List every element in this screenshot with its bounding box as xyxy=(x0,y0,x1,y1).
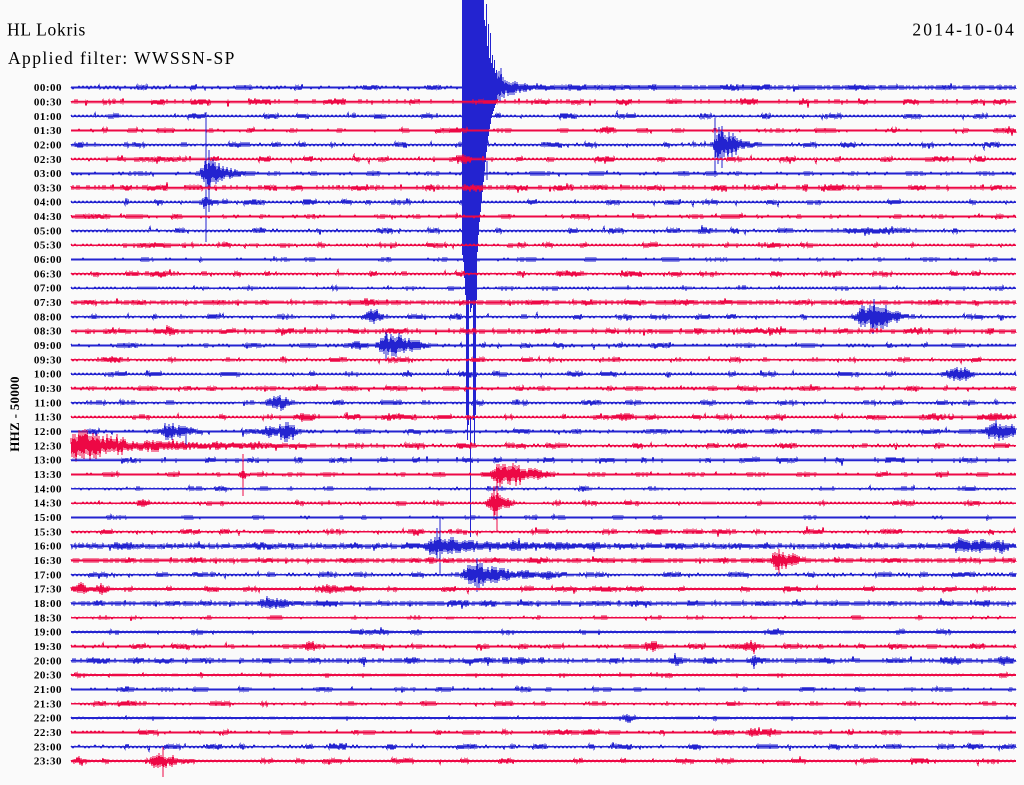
svg-text:17:00: 17:00 xyxy=(34,569,62,581)
svg-text:10:30: 10:30 xyxy=(34,383,62,395)
svg-text:20:30: 20:30 xyxy=(34,670,62,682)
svg-text:Applied filter: WWSSN-SP: Applied filter: WWSSN-SP xyxy=(8,48,236,68)
svg-text:12:00: 12:00 xyxy=(34,426,62,438)
svg-text:16:00: 16:00 xyxy=(34,541,62,553)
svg-text:19:00: 19:00 xyxy=(34,627,62,639)
svg-text:15:00: 15:00 xyxy=(34,512,62,524)
svg-text:11:30: 11:30 xyxy=(34,412,62,424)
svg-text:21:30: 21:30 xyxy=(34,698,62,710)
svg-text:04:00: 04:00 xyxy=(34,197,62,209)
svg-text:02:00: 02:00 xyxy=(34,139,62,151)
svg-text:2014-10-04: 2014-10-04 xyxy=(912,20,1016,40)
svg-text:00:00: 00:00 xyxy=(34,82,62,94)
svg-text:13:30: 13:30 xyxy=(34,469,62,481)
svg-text:00:30: 00:30 xyxy=(34,96,62,108)
svg-text:HHZ - 50000: HHZ - 50000 xyxy=(7,376,22,452)
svg-text:23:30: 23:30 xyxy=(34,756,62,768)
svg-text:04:30: 04:30 xyxy=(34,211,62,223)
svg-text:21:00: 21:00 xyxy=(34,684,62,696)
svg-text:13:00: 13:00 xyxy=(34,455,62,467)
svg-text:11:00: 11:00 xyxy=(34,397,62,409)
svg-text:09:00: 09:00 xyxy=(34,340,62,352)
svg-text:07:30: 07:30 xyxy=(34,297,62,309)
svg-text:01:30: 01:30 xyxy=(34,125,62,137)
svg-text:23:00: 23:00 xyxy=(34,741,62,753)
svg-text:07:00: 07:00 xyxy=(34,283,62,295)
svg-text:17:30: 17:30 xyxy=(34,584,62,596)
svg-text:22:30: 22:30 xyxy=(34,727,62,739)
svg-text:12:30: 12:30 xyxy=(34,440,62,452)
svg-text:18:30: 18:30 xyxy=(34,612,62,624)
svg-text:14:30: 14:30 xyxy=(34,498,62,510)
svg-text:16:30: 16:30 xyxy=(34,555,62,567)
svg-text:05:00: 05:00 xyxy=(34,225,62,237)
svg-text:06:30: 06:30 xyxy=(34,268,62,280)
svg-text:03:00: 03:00 xyxy=(34,168,62,180)
svg-text:22:00: 22:00 xyxy=(34,713,62,725)
svg-text:09:30: 09:30 xyxy=(34,354,62,366)
svg-text:18:00: 18:00 xyxy=(34,598,62,610)
svg-text:20:00: 20:00 xyxy=(34,655,62,667)
svg-text:01:00: 01:00 xyxy=(34,111,62,123)
svg-text:14:00: 14:00 xyxy=(34,483,62,495)
svg-text:HL Lokris: HL Lokris xyxy=(7,20,86,40)
svg-text:03:30: 03:30 xyxy=(34,182,62,194)
svg-text:19:30: 19:30 xyxy=(34,641,62,653)
svg-text:08:30: 08:30 xyxy=(34,326,62,338)
svg-text:06:00: 06:00 xyxy=(34,254,62,266)
svg-text:08:00: 08:00 xyxy=(34,311,62,323)
svg-text:15:30: 15:30 xyxy=(34,526,62,538)
svg-text:05:30: 05:30 xyxy=(34,240,62,252)
svg-text:02:30: 02:30 xyxy=(34,154,62,166)
svg-text:10:00: 10:00 xyxy=(34,369,62,381)
